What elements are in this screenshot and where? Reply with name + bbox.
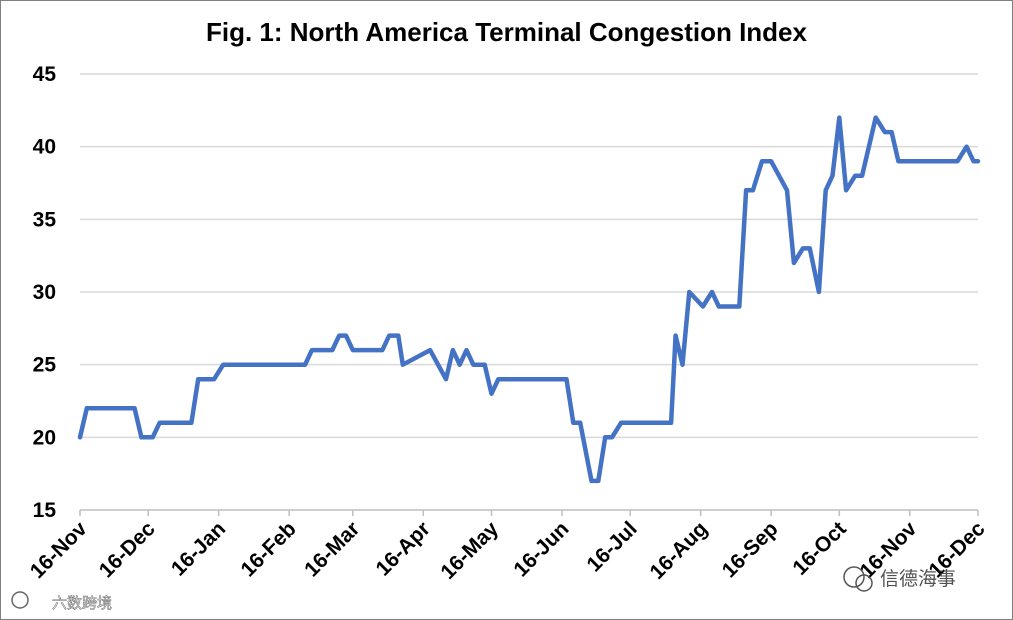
x-tick-label: 16-Mar (300, 517, 364, 581)
series-line (77, 115, 981, 484)
y-axis-ticks: 15 20 25 30 35 40 45 (33, 63, 57, 522)
x-tick-label: 16-Aug (646, 517, 713, 584)
wechat-logo-icon (843, 566, 865, 588)
watermark-left-text: 六数跨境 (52, 594, 112, 612)
wechat-logo-icon-inner (855, 574, 873, 592)
series-layer (77, 115, 981, 484)
x-tick-label: 16-Dec (95, 517, 160, 582)
x-tick-label: 16-Sep (718, 517, 783, 582)
y-tick-label: 45 (33, 63, 57, 86)
y-tick-label: 25 (33, 354, 57, 377)
watermark-right: 信德海事 (843, 566, 956, 592)
x-tick-label: 16-Feb (237, 517, 301, 581)
y-tick-label: 35 (33, 208, 57, 231)
y-tick-label: 20 (33, 426, 56, 449)
x-tick-label: 16-May (436, 517, 503, 584)
y-tick-label: 15 (33, 499, 57, 522)
watermarks: 六数跨境 信德海事 (11, 566, 956, 612)
weibo-logo-icon (11, 591, 29, 609)
x-tick-label: 16-Jul (583, 517, 642, 576)
watermark-right-text: 信德海事 (880, 568, 956, 590)
chart-title: Fig. 1: North America Terminal Congestio… (206, 17, 807, 47)
x-tick-label: 16-Nov (26, 517, 92, 583)
y-tick-label: 40 (33, 136, 56, 159)
x-tick-label: 16-Oct (788, 517, 850, 579)
y-tick-label: 30 (33, 281, 56, 304)
watermark-left: 六数跨境 (11, 591, 112, 612)
gridlines (80, 73, 978, 439)
x-tick-label: 16-Jan (167, 517, 230, 580)
x-tick-label: 16-Jun (509, 517, 573, 581)
x-tick-label: 16-Apr (372, 517, 435, 580)
